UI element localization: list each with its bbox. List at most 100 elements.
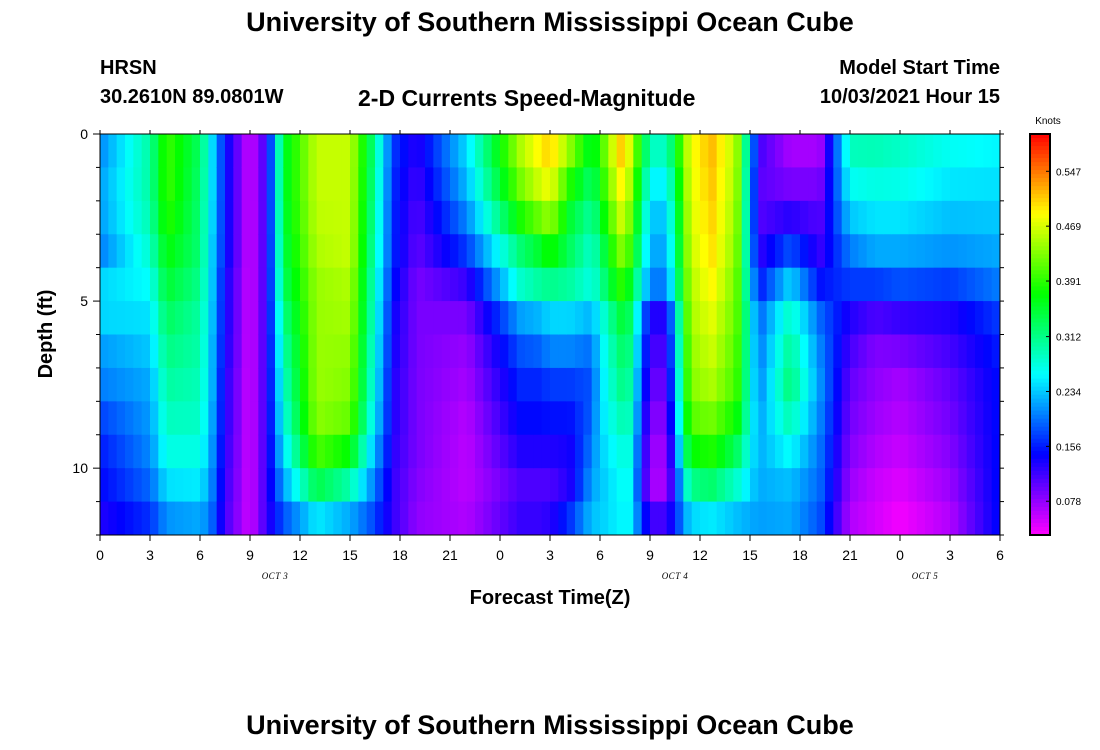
heatmap-cell	[341, 367, 351, 402]
heatmap-cell	[450, 334, 459, 369]
heatmap-cell	[750, 501, 759, 535]
colorbar-swatch	[1030, 170, 1050, 175]
heatmap-cell	[325, 301, 334, 336]
heatmap-cell	[733, 434, 743, 469]
heatmap-cell	[725, 367, 734, 402]
heatmap-cell	[441, 334, 451, 369]
heatmap-cell	[558, 468, 568, 503]
heatmap-cell	[133, 267, 143, 302]
colorbar-swatch	[1030, 242, 1050, 247]
heatmap-cell	[125, 401, 134, 436]
heatmap-cell	[416, 134, 426, 169]
heatmap-cell	[691, 334, 701, 369]
heatmap-cell	[791, 468, 801, 503]
heatmap-cell	[408, 200, 418, 235]
colorbar-swatch	[1030, 382, 1050, 388]
heatmap-cell	[291, 468, 301, 503]
heatmap-cell	[508, 367, 518, 402]
heatmap-cell	[366, 501, 376, 535]
heatmap-cell	[133, 167, 143, 202]
heatmap-cell	[550, 434, 559, 469]
colorbar-swatch	[1030, 270, 1050, 275]
heatmap-cell	[541, 434, 551, 469]
heatmap-cell	[316, 334, 326, 369]
heatmap-cell	[625, 401, 634, 436]
heatmap-cell	[316, 468, 326, 503]
heatmap-cell	[891, 367, 901, 402]
heatmap-cell	[183, 267, 193, 302]
heatmap-cell	[208, 301, 218, 336]
heatmap-cell	[633, 434, 643, 469]
heatmap-cell	[366, 200, 376, 235]
heatmap-cell	[866, 234, 876, 269]
heatmap-cell	[450, 200, 459, 235]
heatmap-cell	[691, 200, 701, 235]
heatmap-cell	[758, 501, 768, 535]
heatmap-cell	[483, 200, 493, 235]
heatmap-cell	[591, 234, 601, 269]
heatmap-cell	[650, 267, 659, 302]
heatmap-cell	[383, 501, 393, 535]
heatmap-cell	[900, 401, 909, 436]
heatmap-cell	[708, 401, 718, 436]
heatmap-cell	[158, 334, 168, 369]
heatmap-cell	[683, 167, 693, 202]
heatmap-cell	[825, 167, 834, 202]
heatmap-cell	[283, 401, 293, 436]
heatmap-cell	[341, 468, 351, 503]
heatmap-cell	[825, 401, 834, 436]
heatmap-cell	[383, 301, 393, 336]
heatmap-cell	[641, 301, 651, 336]
heatmap-cell	[766, 434, 776, 469]
heatmap-cell	[525, 267, 534, 302]
heatmap-cell	[183, 200, 193, 235]
heatmap-cell	[391, 167, 401, 202]
heatmap-cell	[708, 501, 718, 535]
heatmap-cell	[216, 167, 226, 202]
heatmap-cell	[425, 234, 434, 269]
colorbar-swatch	[1030, 478, 1050, 484]
heatmap-cell	[533, 301, 543, 336]
heatmap-cell	[950, 200, 959, 235]
heatmap-cell	[908, 434, 918, 469]
heatmap-cell	[541, 200, 551, 235]
heatmap-cell	[975, 134, 984, 169]
heatmap-cell	[191, 334, 201, 369]
heatmap-cell	[400, 501, 409, 535]
heatmap-cell	[658, 401, 668, 436]
heatmap-cell	[691, 434, 701, 469]
heatmap-cell	[450, 401, 459, 436]
heatmap-cell	[433, 468, 443, 503]
heatmap-cell	[658, 367, 668, 402]
heatmap-cell	[850, 401, 859, 436]
heatmap-cell	[866, 401, 876, 436]
heatmap-cell	[941, 267, 951, 302]
heatmap-cell	[258, 234, 268, 269]
heatmap-cell	[866, 134, 876, 169]
colorbar-swatch	[1030, 450, 1050, 456]
heatmap-cell	[241, 234, 251, 269]
heatmap-cell	[533, 267, 543, 302]
heatmap-cell	[666, 501, 676, 535]
heatmap-cell	[358, 167, 368, 202]
heatmap-cell	[550, 234, 559, 269]
heatmap-cell	[358, 200, 368, 235]
heatmap-cell	[116, 301, 126, 336]
colorbar-swatch	[1030, 298, 1050, 304]
heatmap-cell	[783, 468, 793, 503]
heatmap-cell	[375, 267, 384, 302]
heatmap-cell	[241, 334, 251, 369]
heatmap-cell	[675, 501, 684, 535]
heatmap-cell	[766, 134, 776, 169]
heatmap-cell	[850, 167, 859, 202]
heatmap-cell	[600, 401, 609, 436]
colorbar-swatch	[1030, 466, 1050, 472]
heatmap-cell	[433, 134, 443, 169]
heatmap-cell	[658, 167, 668, 202]
heatmap-cell	[108, 401, 118, 436]
heatmap-cell	[100, 301, 109, 336]
heatmap-cell	[616, 234, 626, 269]
heatmap-cell	[366, 167, 376, 202]
heatmap-cell	[308, 267, 318, 302]
